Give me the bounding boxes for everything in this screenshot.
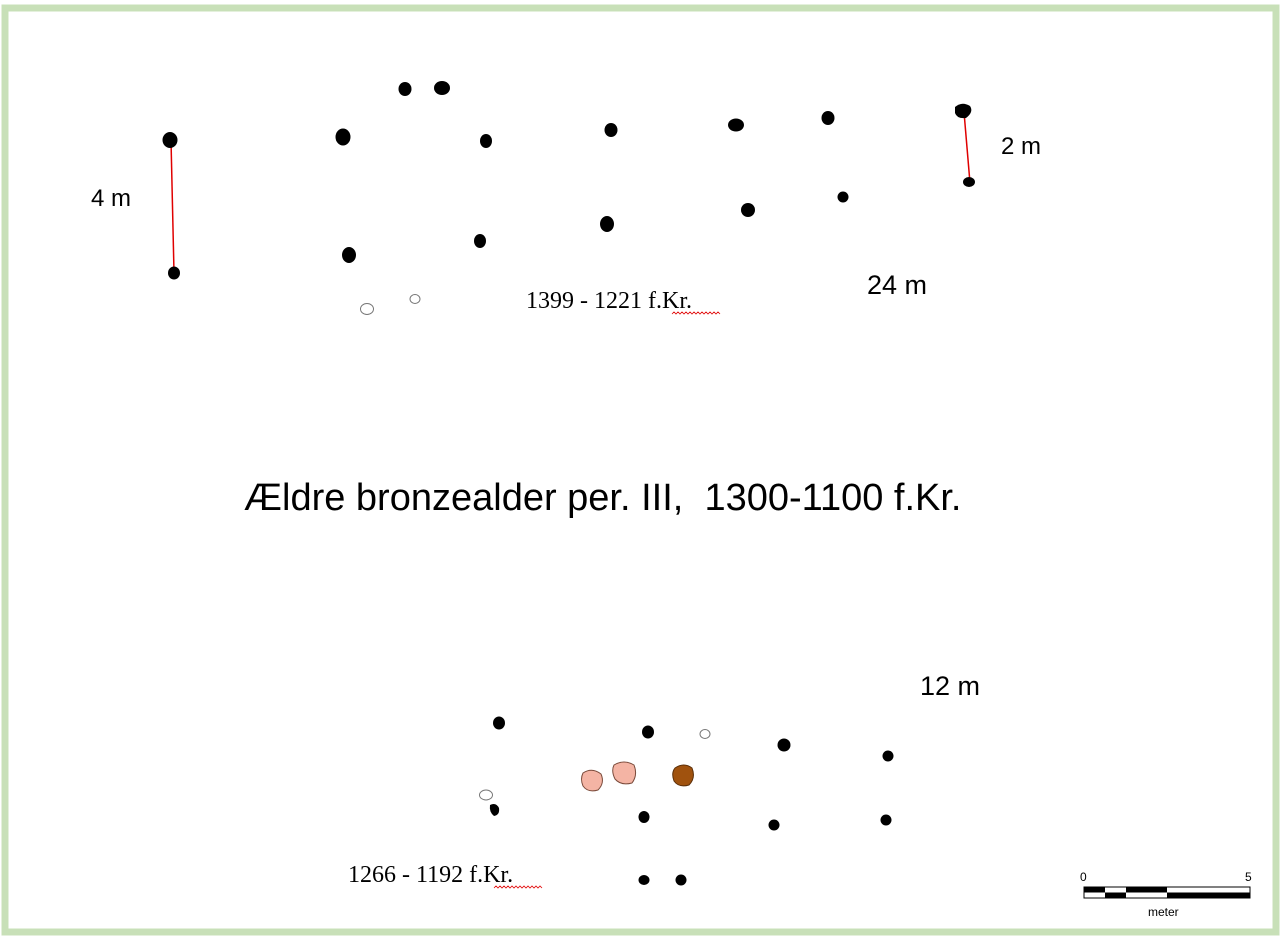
posthole <box>777 738 791 752</box>
posthole <box>489 804 500 816</box>
posthole <box>882 750 894 762</box>
upper-house-plan: 4 m 2 m 24 m 1399 - 1221 f.Kr. <box>91 81 1041 315</box>
scale-bar: 0 5 meter <box>1080 870 1252 919</box>
posthole <box>638 875 650 885</box>
scale-bar-segment <box>1105 892 1126 898</box>
scale-bar-segment <box>1126 887 1167 893</box>
scale-unit-label: meter <box>1148 905 1179 919</box>
date-label: 1266 - 1192 f.Kr. <box>348 862 513 888</box>
posthole <box>604 123 618 137</box>
posthole <box>342 247 356 263</box>
posthole <box>963 177 975 187</box>
scale-end-label: 5 <box>1245 870 1252 884</box>
posthole <box>741 203 755 217</box>
width-measure-line-right <box>963 111 971 184</box>
date-label: 1399 - 1221 f.Kr. <box>526 288 692 314</box>
hollow-feature <box>479 789 493 801</box>
figure-frame <box>1 4 1280 936</box>
pit-dark <box>672 764 694 787</box>
hollow-feature <box>360 303 374 315</box>
posthole <box>493 716 505 730</box>
width-label-right: 2 m <box>1001 133 1041 160</box>
scale-bar-segment <box>1084 887 1105 893</box>
spellcheck-underline <box>493 885 543 889</box>
posthole <box>821 111 835 125</box>
posthole <box>480 134 492 148</box>
posthole <box>768 819 780 831</box>
posthole <box>600 216 614 232</box>
posthole <box>880 814 892 826</box>
posthole <box>955 103 972 119</box>
scale-bar-segment <box>1167 892 1250 898</box>
length-label: 24 m <box>867 270 927 300</box>
posthole <box>728 118 744 132</box>
pit-light <box>612 761 637 785</box>
posthole <box>335 128 351 146</box>
spellcheck-underline <box>671 311 721 315</box>
posthole <box>675 874 687 886</box>
posthole <box>474 234 486 248</box>
posthole <box>837 191 849 203</box>
width-measure-line-left <box>170 139 175 274</box>
width-label-left: 4 m <box>91 185 131 212</box>
length-label: 12 m <box>920 671 980 701</box>
posthole <box>638 811 650 823</box>
posthole <box>168 266 180 280</box>
hollow-feature <box>699 729 711 739</box>
hollow-feature <box>409 294 421 304</box>
posthole <box>642 725 654 739</box>
pit-light <box>581 769 603 792</box>
scale-start-label: 0 <box>1080 870 1087 884</box>
figure-title: Ældre bronzealder per. III, 1300-1100 f.… <box>244 477 962 519</box>
posthole <box>434 81 450 95</box>
lower-house-plan: 12 m 1266 - 1192 f.Kr. <box>348 671 980 889</box>
posthole <box>162 132 178 148</box>
posthole <box>398 82 412 96</box>
